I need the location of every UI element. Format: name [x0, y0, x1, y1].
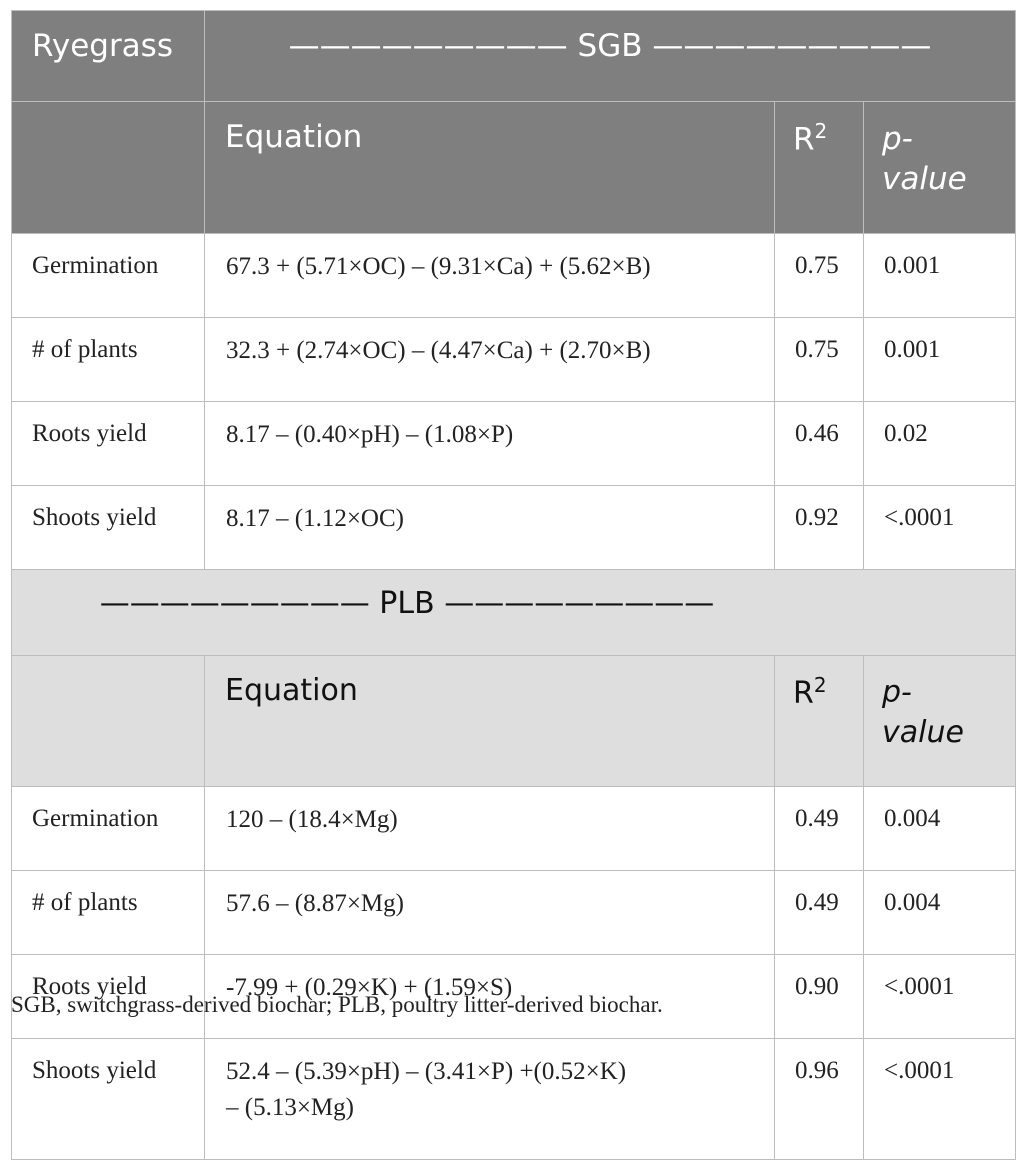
column-header-row-plb: Equation R2 p-value [11, 655, 1016, 787]
r2-cell: 0.49 [774, 870, 864, 955]
regression-table: Ryegrass ————————— SGB ————————— Equatio… [11, 10, 1016, 1160]
row-label: Roots yield [11, 401, 205, 486]
p-value-cell: 0.001 [863, 233, 1016, 318]
equation-cell: -7.99 + (0.29×K) + (1.59×S) [204, 954, 775, 1039]
r2-header: R2 [774, 655, 864, 787]
equation-cell: 32.3 + (2.74×OC) – (4.47×Ca) + (2.70×B) [204, 317, 775, 402]
table-row: Shoots yield 52.4 – (5.39×pH) – (3.41×P)… [11, 1038, 1016, 1160]
empty-header-cell [11, 655, 205, 787]
header-row: Ryegrass ————————— SGB ————————— [11, 10, 1016, 102]
p-value-cell: <.0001 [863, 485, 1016, 570]
section-header-row-plb: ————————— PLB ————————— [11, 569, 1016, 656]
p-value-cell: <.0001 [863, 954, 1016, 1039]
r2-cell: 0.75 [774, 233, 864, 318]
p-value-header: p-value [863, 101, 1016, 234]
row-label: Shoots yield [11, 485, 205, 570]
row-label: Roots yield [11, 954, 205, 1039]
table-row: # of plants 57.6 – (8.87×Mg) 0.49 0.004 [11, 870, 1016, 955]
equation-cell: 57.6 – (8.87×Mg) [204, 870, 775, 955]
table-row: # of plants 32.3 + (2.74×OC) – (4.47×Ca)… [11, 317, 1016, 402]
equation-header: Equation [204, 655, 775, 787]
empty-header-cell [11, 101, 205, 234]
equation-cell: 8.17 – (0.40×pH) – (1.08×P) [204, 401, 775, 486]
r2-cell: 0.49 [774, 786, 864, 871]
equation-cell: 67.3 + (5.71×OC) – (9.31×Ca) + (5.62×B) [204, 233, 775, 318]
equation-cell: 120 – (18.4×Mg) [204, 786, 775, 871]
p-value-header: p-value [863, 655, 1016, 787]
p-value-cell: 0.004 [863, 870, 1016, 955]
row-label: # of plants [11, 317, 205, 402]
column-header-row-sgb: Equation R2 p-value [11, 101, 1016, 234]
r2-cell: 0.75 [774, 317, 864, 402]
r2-cell: 0.90 [774, 954, 864, 1039]
section-title-sgb: ————————— SGB ————————— [204, 10, 1016, 102]
row-label: # of plants [11, 870, 205, 955]
table-row: Germination 120 – (18.4×Mg) 0.49 0.004 [11, 786, 1016, 871]
p-value-cell: 0.001 [863, 317, 1016, 402]
r2-cell: 0.92 [774, 485, 864, 570]
row-label: Germination [11, 786, 205, 871]
r2-header: R2 [774, 101, 864, 234]
r2-cell: 0.46 [774, 401, 864, 486]
corner-label: Ryegrass [11, 10, 205, 102]
row-label: Shoots yield [11, 1038, 205, 1160]
row-label: Germination [11, 233, 205, 318]
table-row: Germination 67.3 + (5.71×OC) – (9.31×Ca)… [11, 233, 1016, 318]
table-row: Roots yield -7.99 + (0.29×K) + (1.59×S) … [11, 954, 1016, 1039]
equation-cell: 8.17 – (1.12×OC) [204, 485, 775, 570]
p-value-cell: <.0001 [863, 1038, 1016, 1160]
equation-cell: 52.4 – (5.39×pH) – (3.41×P) +(0.52×K) – (… [204, 1038, 775, 1160]
table-footnote: SGB, switchgrass-derived biochar; PLB, p… [11, 992, 663, 1017]
section-title-plb: ————————— PLB ————————— [99, 586, 715, 621]
table-row: Shoots yield 8.17 – (1.12×OC) 0.92 <.000… [11, 485, 1016, 570]
p-value-cell: 0.02 [863, 401, 1016, 486]
table-row: Roots yield 8.17 – (0.40×pH) – (1.08×P) … [11, 401, 1016, 486]
p-value-cell: 0.004 [863, 786, 1016, 871]
r2-cell: 0.96 [774, 1038, 864, 1160]
equation-header: Equation [204, 101, 775, 234]
